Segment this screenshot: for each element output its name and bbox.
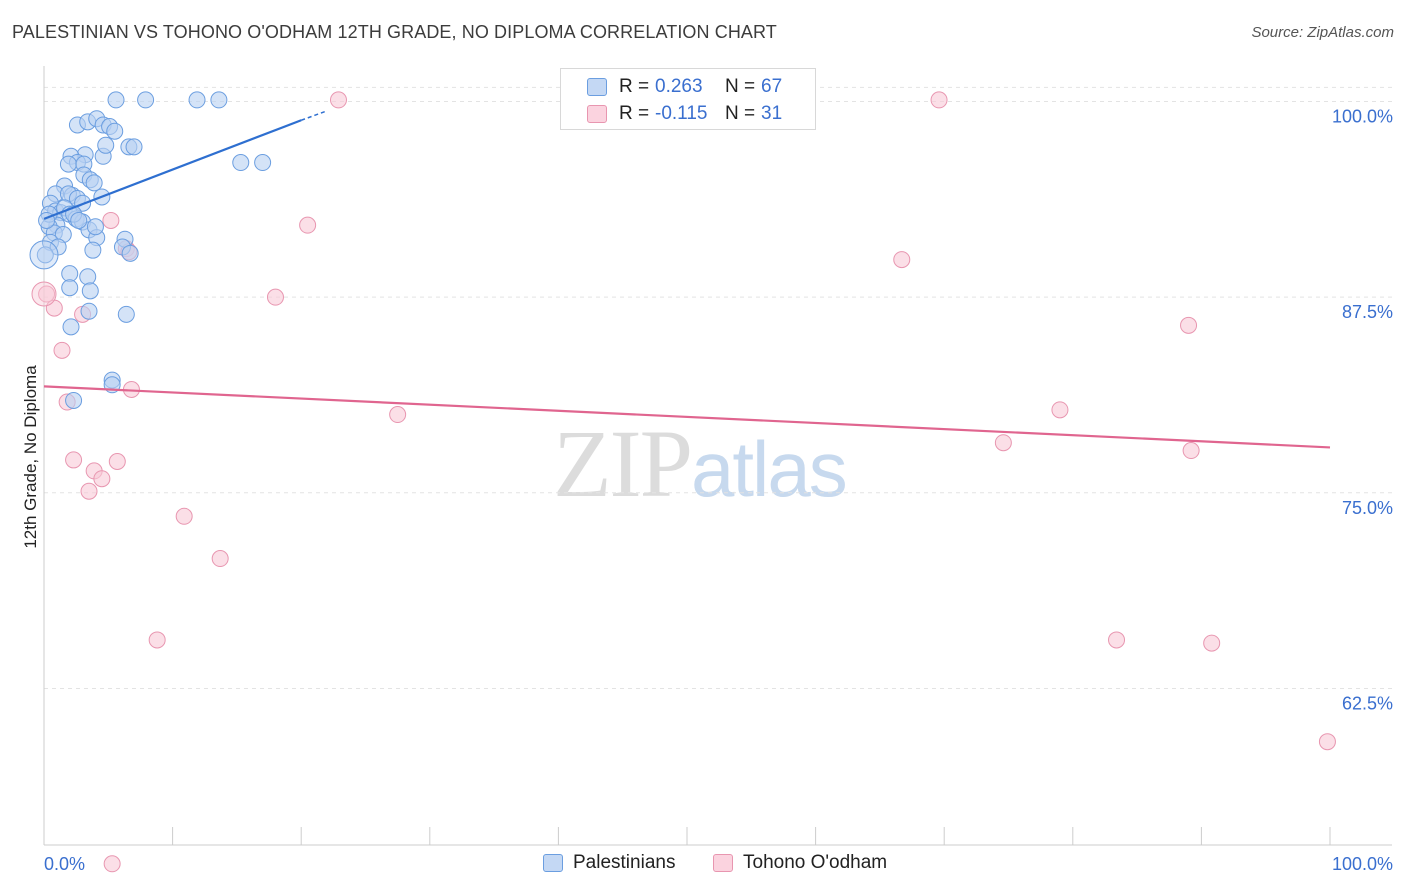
series-legend: Palestinians Tohono O'odham [0, 852, 1406, 876]
watermark-atlas: atlas [691, 425, 848, 513]
trend-line-palestinians-extension [300, 110, 328, 121]
legend-item-tohono[interactable]: Tohono O'odham [713, 852, 887, 874]
data-point-tohono [329, 91, 347, 109]
data-point-tohono [930, 91, 948, 109]
tohono-points [31, 91, 1336, 873]
source-label: Source: ZipAtlas.com [1251, 24, 1394, 41]
watermark-zip: ZIP [553, 410, 693, 517]
legend-row-tohono: R = -0.115 N = 31 [587, 102, 782, 126]
axes [43, 66, 1392, 846]
chart-title: PALESTINIAN VS TOHONO O'ODHAM 12TH GRADE… [12, 22, 777, 42]
y-tick-label: 87.5% [1342, 302, 1393, 322]
data-point-tohono [80, 482, 98, 500]
data-point-tohono [103, 855, 121, 873]
legend-swatch-pink [587, 105, 607, 123]
data-point-palestinian [232, 154, 250, 172]
data-point-palestinian [188, 91, 206, 109]
data-point-palestinian [107, 91, 125, 109]
data-point-palestinian [106, 122, 124, 140]
y-tick-label: 75.0% [1342, 498, 1393, 518]
x-tick-label: 0.0% [44, 854, 85, 874]
legend-r-value: 0.263 [655, 76, 703, 97]
data-point-palestinian [137, 91, 155, 109]
data-point-palestinian [86, 218, 104, 236]
data-point-tohono [389, 406, 407, 424]
data-point-tohono [38, 285, 56, 303]
legend-r-value: -0.115 [655, 103, 708, 124]
data-point-tohono [148, 631, 166, 649]
data-point-palestinian [117, 305, 135, 323]
data-point-palestinian [61, 279, 79, 297]
data-point-palestinian [121, 244, 139, 262]
legend-swatch-pink [713, 854, 733, 872]
data-point-tohono [31, 281, 57, 307]
data-point-palestinian [59, 155, 77, 173]
data-point-tohono [1318, 733, 1336, 751]
data-point-tohono [93, 470, 111, 488]
legend-r-label: R = [619, 76, 650, 97]
trend-lines [43, 110, 1331, 449]
data-point-tohono [1051, 401, 1069, 419]
x-tick-label: 100.0% [1332, 854, 1393, 874]
correlation-legend: R = 0.263 N = 67 R = -0.115 N = 31 [560, 68, 816, 130]
legend-swatch-blue [543, 854, 563, 872]
data-point-palestinian [210, 91, 228, 109]
data-point-palestinian [84, 241, 102, 259]
data-point-tohono [211, 550, 229, 568]
data-point-palestinian [29, 240, 59, 270]
data-point-tohono [102, 211, 120, 229]
data-point-tohono [175, 507, 193, 525]
tick-labels: 62.5% 75.0% 87.5% 100.0% 0.0% 100.0% [44, 106, 1393, 874]
y-tick-label: 100.0% [1332, 106, 1393, 126]
palestinian-points [29, 91, 272, 409]
data-point-palestinian [62, 318, 80, 336]
y-axis-label: 12th Grade, No Diploma [21, 365, 40, 549]
data-point-palestinian [97, 136, 115, 154]
y-tick-label: 62.5% [1342, 693, 1393, 713]
data-point-tohono [1108, 631, 1126, 649]
watermark: ZIPatlas [553, 408, 848, 519]
legend-n-value: 67 [761, 76, 783, 97]
data-point-palestinian [80, 302, 98, 320]
legend-n-label: N = [725, 76, 756, 97]
legend-label: Tohono O'odham [743, 852, 888, 873]
data-point-tohono [65, 451, 83, 469]
legend-row-palestinians: R = 0.263 N = 67 [587, 75, 782, 99]
legend-n-label: N = [725, 103, 756, 124]
legend-label: Palestinians [573, 852, 676, 873]
data-point-tohono [266, 288, 284, 306]
data-point-palestinian [36, 246, 54, 264]
legend-r-label: R = [619, 103, 650, 124]
legend-swatch-blue [587, 78, 607, 96]
data-point-tohono [299, 216, 317, 234]
data-point-palestinian [81, 282, 99, 300]
legend-item-palestinians[interactable]: Palestinians [543, 852, 675, 874]
legend-n-value: 31 [761, 103, 783, 124]
data-point-palestinian [254, 154, 272, 172]
trend-line-tohono [43, 385, 1331, 449]
data-point-tohono [994, 434, 1012, 452]
data-point-tohono [108, 453, 126, 470]
data-point-palestinian [85, 174, 103, 192]
data-point-tohono [893, 251, 911, 269]
data-point-palestinian [79, 268, 97, 286]
data-point-tohono [1182, 442, 1200, 460]
trend-line-palestinians [43, 119, 302, 220]
data-point-palestinian [125, 138, 143, 156]
data-point-tohono [53, 341, 71, 359]
grid-lines [44, 86, 1392, 689]
data-point-tohono [1180, 316, 1198, 334]
data-point-palestinian [65, 391, 83, 409]
data-point-palestinian [70, 211, 88, 229]
data-point-tohono [1203, 634, 1221, 652]
